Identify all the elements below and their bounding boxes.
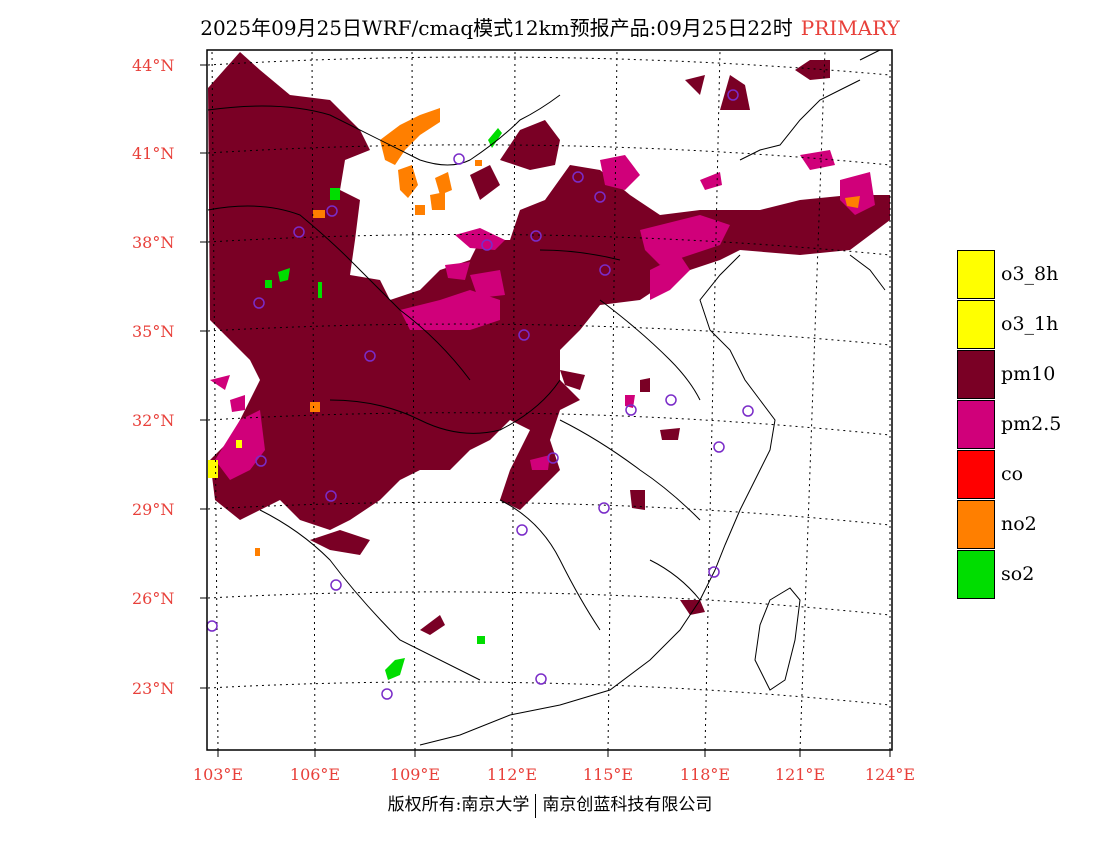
lon-label-115: 115°E	[582, 765, 634, 784]
lat-label-44: 44°N	[132, 56, 175, 75]
so2-region-layer	[265, 128, 502, 680]
lon-label-124: 124°E	[864, 765, 916, 784]
lat-label-35: 35°N	[132, 322, 175, 341]
legend-label-so2: so2	[1001, 563, 1035, 585]
legend-item-no2: no2	[957, 499, 1087, 549]
legend-swatch-pm10	[957, 349, 995, 399]
lat-label-32: 32°N	[132, 411, 175, 430]
copyright-company: 南京创蓝科技有限公司	[542, 795, 713, 815]
title-main: 2025年09月25日WRF/cmaq模式12km预报产品:09月25日22时	[200, 16, 793, 40]
legend-label-pm25: pm2.5	[1001, 413, 1062, 435]
legend-item-pm10: pm10	[957, 349, 1087, 399]
legend-swatch-no2	[957, 499, 995, 549]
legend-item-co: co	[957, 449, 1087, 499]
legend: o3_8h o3_1h pm10 pm2.5 co no2 so2	[957, 249, 1087, 599]
lat-label-23: 23°N	[132, 679, 175, 698]
lat-label-41: 41°N	[132, 144, 175, 163]
legend-item-so2: so2	[957, 549, 1087, 599]
title-tag: PRIMARY	[800, 16, 900, 40]
legend-swatch-co	[957, 449, 995, 499]
copyright-footer: 版权所有:南京大学 南京创蓝科技有限公司	[0, 790, 1100, 818]
lon-label-112: 112°E	[486, 765, 538, 784]
legend-label-no2: no2	[1001, 513, 1037, 535]
legend-item-o3-8h: o3_8h	[957, 249, 1087, 299]
lat-label-38: 38°N	[132, 233, 175, 252]
legend-swatch-o3-8h	[957, 249, 995, 299]
legend-label-o3-1h: o3_1h	[1001, 313, 1059, 335]
legend-label-o3-8h: o3_8h	[1001, 263, 1059, 285]
lon-label-103: 103°E	[192, 765, 244, 784]
legend-item-o3-1h: o3_1h	[957, 299, 1087, 349]
lon-label-109: 109°E	[389, 765, 441, 784]
axis-ticks	[200, 64, 891, 757]
pm10-region-layer	[208, 52, 890, 635]
lon-label-118: 118°E	[679, 765, 731, 784]
legend-swatch-pm25	[957, 399, 995, 449]
chart-title: 2025年09月25日WRF/cmaq模式12km预报产品:09月25日22时 P…	[0, 12, 1100, 41]
legend-item-pm25: pm2.5	[957, 399, 1087, 449]
copyright-owner: 版权所有:南京大学	[387, 795, 530, 815]
legend-swatch-so2	[957, 549, 995, 599]
lat-label-26: 26°N	[132, 589, 175, 608]
lon-label-121: 121°E	[774, 765, 826, 784]
station-markers	[206, 89, 754, 700]
boundary-lines	[207, 49, 886, 746]
legend-label-co: co	[1001, 463, 1024, 485]
graticule	[207, 49, 891, 751]
footer-separator	[535, 793, 537, 818]
lat-label-29: 29°N	[132, 500, 175, 519]
lon-label-106: 106°E	[289, 765, 341, 784]
legend-label-pm10: pm10	[1001, 363, 1056, 385]
map-frame	[206, 49, 893, 751]
legend-swatch-o3-1h	[957, 299, 995, 349]
